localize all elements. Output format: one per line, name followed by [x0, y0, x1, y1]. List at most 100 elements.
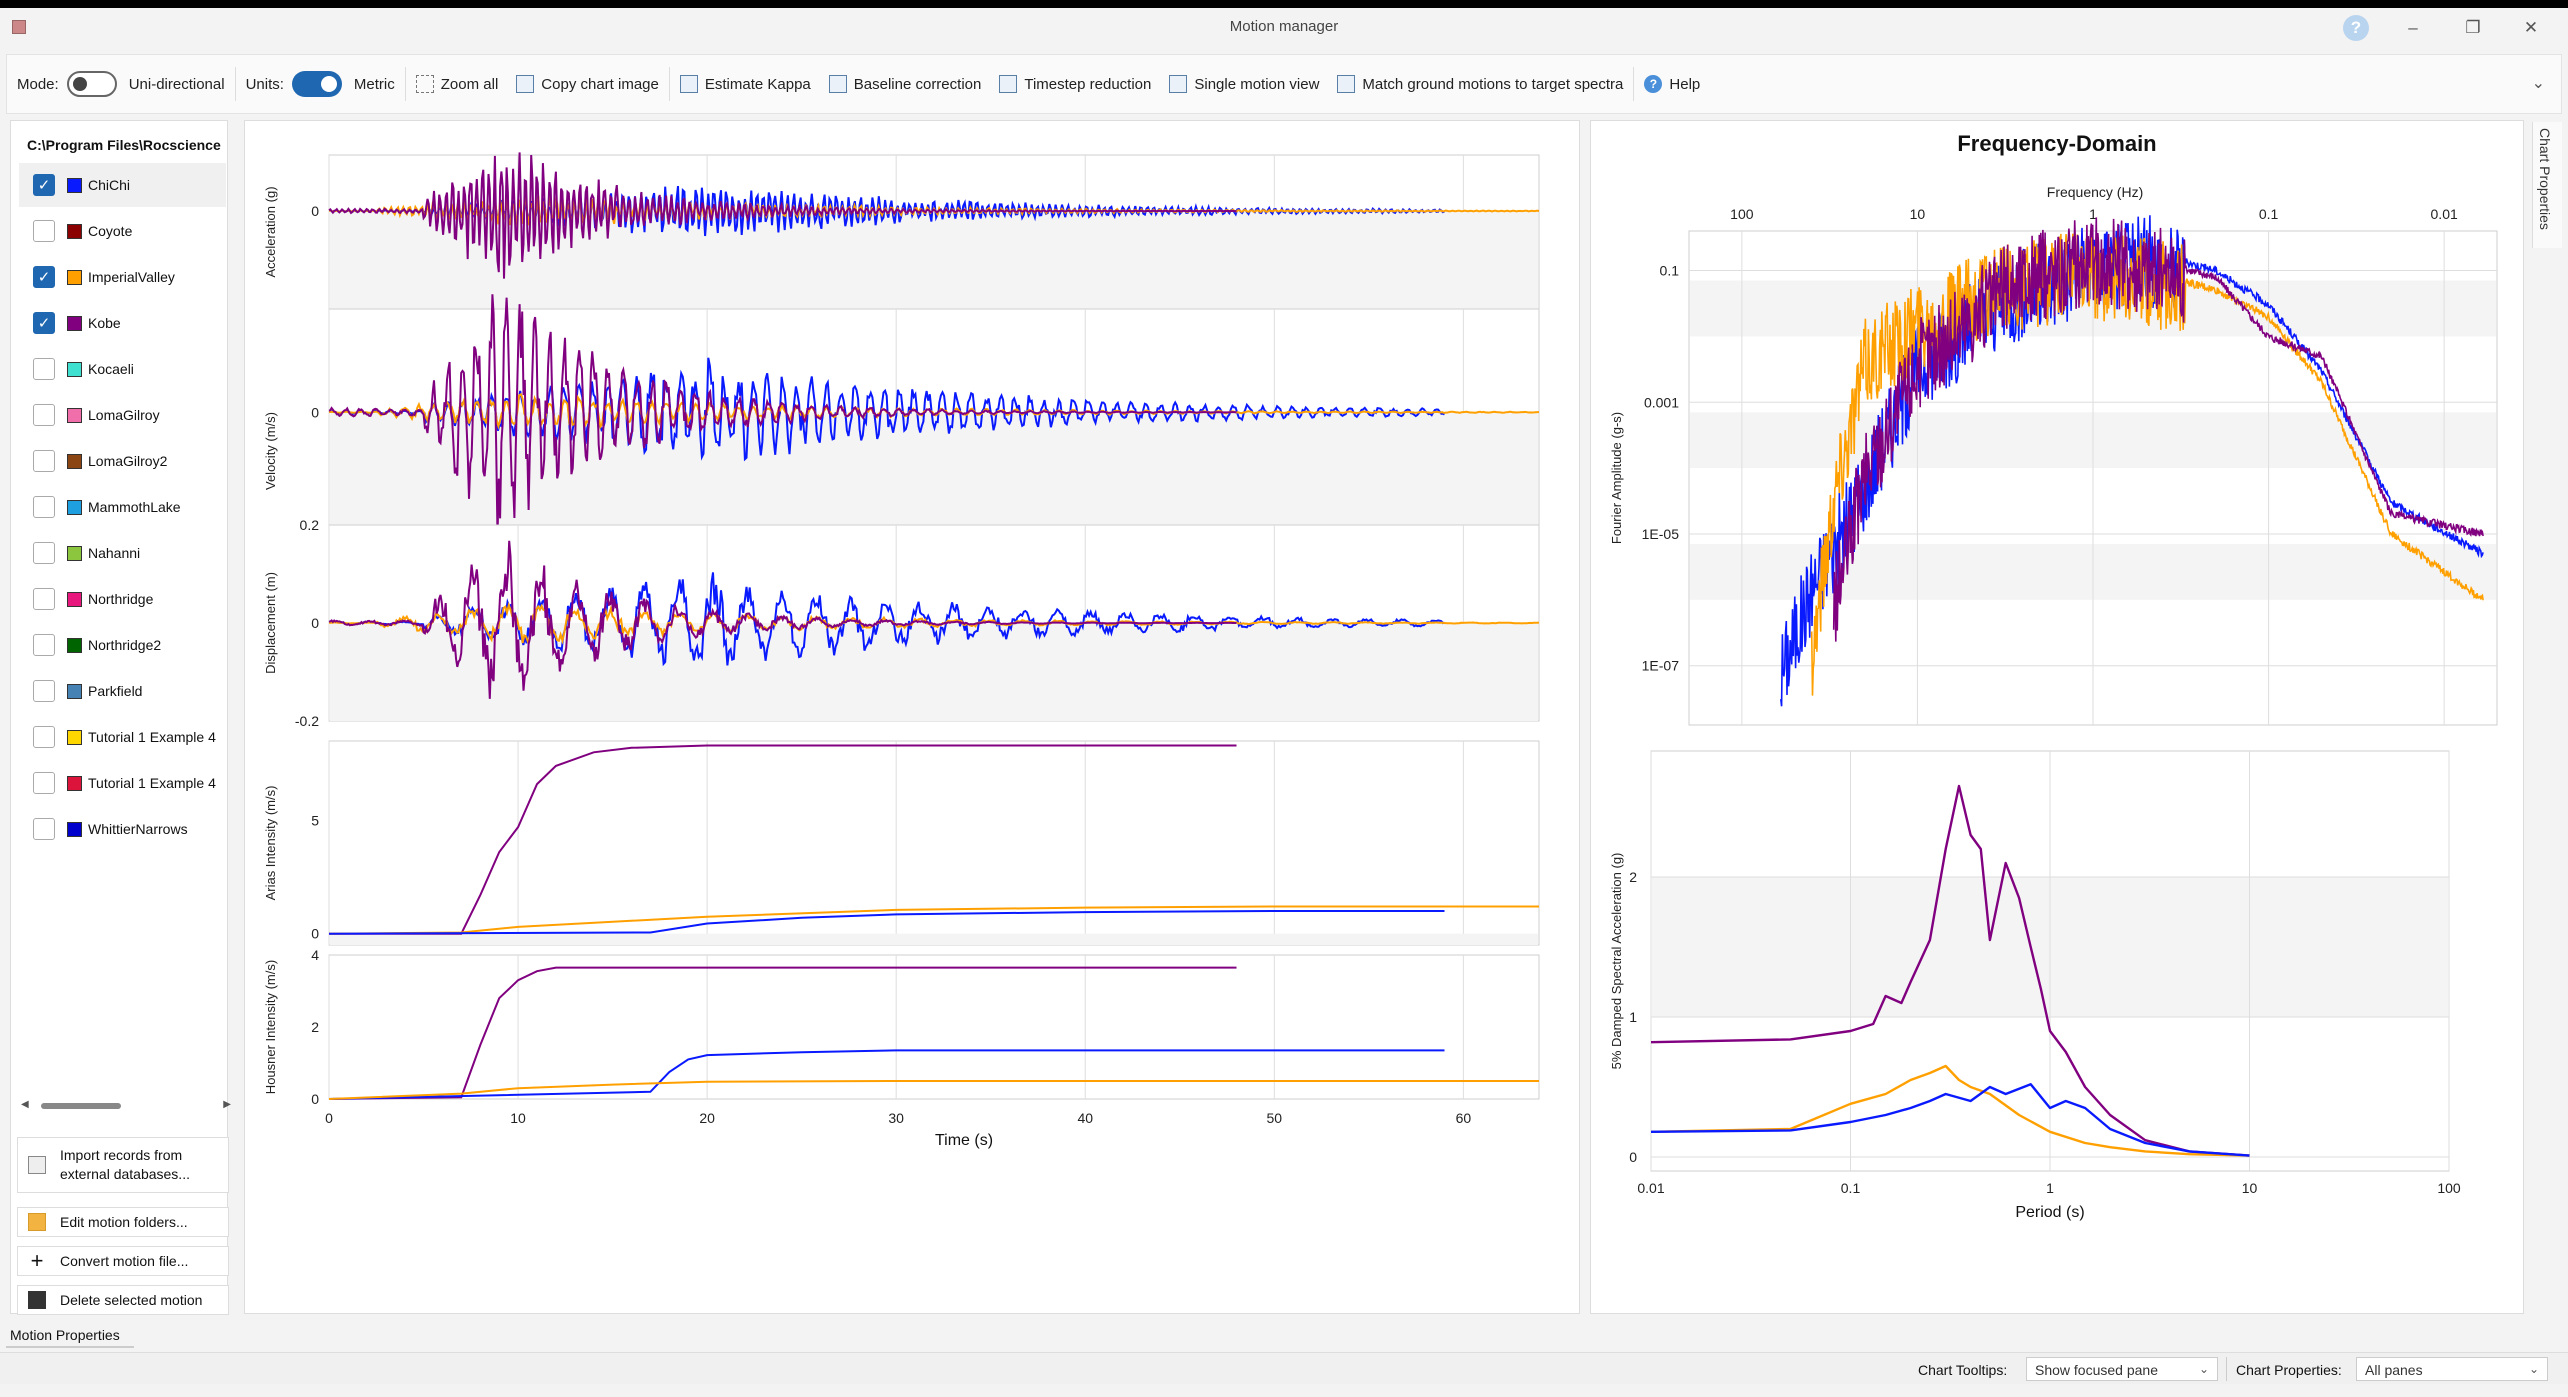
- motion-item[interactable]: Coyote: [19, 209, 226, 253]
- motion-color-swatch: [67, 637, 82, 653]
- close-button[interactable]: ✕: [2523, 18, 2539, 37]
- plot-band: [330, 623, 1538, 721]
- motion-checkbox[interactable]: [33, 726, 55, 748]
- chevron-down-icon[interactable]: ⌄: [2531, 75, 2545, 92]
- y-axis-label: Housner Intensity (m/s): [263, 960, 278, 1094]
- motion-checkbox[interactable]: [33, 680, 55, 702]
- motion-checkbox[interactable]: [33, 404, 55, 426]
- series-line-kobe: [328, 294, 1237, 537]
- motion-item[interactable]: LomaGilroy: [19, 393, 226, 437]
- motion-checkbox[interactable]: [33, 818, 55, 840]
- horizontal-scrollbar[interactable]: ◀ ▶: [21, 1099, 231, 1113]
- help-button[interactable]: ? Help: [1644, 75, 1700, 93]
- motion-item[interactable]: Northridge2: [19, 623, 226, 667]
- mode-toggle[interactable]: [66, 71, 117, 97]
- motion-checkbox[interactable]: [33, 496, 55, 518]
- x-tick-label: 0.01: [1637, 1180, 1664, 1196]
- motion-item[interactable]: Northridge: [19, 577, 226, 621]
- y-axis-label: Velocity (m/s): [263, 412, 278, 490]
- motion-checkbox[interactable]: [33, 358, 55, 380]
- plot-area: [328, 954, 1540, 1100]
- motion-properties-label: Motion Properties: [10, 1327, 120, 1343]
- motion-item[interactable]: Kocaeli: [19, 347, 226, 391]
- x-tick-label: 10: [510, 1110, 526, 1126]
- x-tick-label: 0: [325, 1110, 333, 1126]
- x-tick-label: 30: [888, 1110, 904, 1126]
- scroll-left-icon[interactable]: ◀: [21, 1099, 29, 1110]
- spectra-line-kobe: [1650, 784, 2250, 1157]
- baseline-icon: [828, 75, 847, 93]
- motion-checkbox[interactable]: [33, 542, 55, 564]
- convert-motion-button[interactable]: + Convert motion file...: [17, 1246, 229, 1276]
- motion-item[interactable]: WhittierNarrows: [19, 807, 226, 851]
- motion-item[interactable]: MammothLake: [19, 485, 226, 529]
- y-tick-label: 0: [311, 615, 319, 631]
- motion-item[interactable]: Parkfield: [19, 669, 226, 713]
- zoom-all-button[interactable]: Zoom all: [415, 75, 498, 93]
- motion-name: LomaGilroy: [88, 407, 160, 423]
- plus-icon: +: [30, 1248, 44, 1273]
- scroll-right-icon[interactable]: ▶: [223, 1099, 231, 1110]
- motion-item[interactable]: Tutorial 1 Example 4: [19, 715, 226, 759]
- minimize-button[interactable]: –: [2408, 18, 2418, 37]
- motion-name: Coyote: [88, 223, 133, 239]
- motion-item[interactable]: ✓ Kobe: [19, 301, 226, 345]
- y-axis-label: Fourier Amplitude (g-s): [1609, 412, 1624, 544]
- units-label: Units:: [245, 75, 284, 93]
- motion-checkbox[interactable]: ✓: [33, 174, 55, 196]
- y-tick-label: 0: [311, 926, 319, 942]
- y-tick-label: 0: [311, 404, 319, 420]
- motion-item[interactable]: Tutorial 1 Example 4: [19, 761, 226, 805]
- motion-checkbox[interactable]: ✓: [33, 266, 55, 288]
- toolbar-divider: [234, 67, 236, 101]
- estimate-kappa-button[interactable]: Estimate Kappa: [679, 75, 811, 93]
- motion-checkbox[interactable]: ✓: [33, 312, 55, 334]
- baseline-correction-button[interactable]: Baseline correction: [828, 75, 981, 93]
- timestep-reduction-button[interactable]: Timestep reduction: [999, 75, 1151, 93]
- copy-chart-button[interactable]: Copy chart image: [516, 75, 659, 93]
- time-domain-chart[interactable]: 0 Acceleration (g) 0 Velocity (m/s) 0.2 0 -0.2…: [245, 121, 1581, 1315]
- trash-icon: [28, 1291, 46, 1309]
- help-question-icon[interactable]: ?: [2343, 15, 2369, 41]
- motion-color-swatch: [67, 453, 82, 469]
- motion-item[interactable]: LomaGilroy2: [19, 439, 226, 483]
- delete-motion-button[interactable]: Delete selected motion: [17, 1285, 229, 1315]
- import-records-button[interactable]: Import records from external databases..…: [17, 1137, 229, 1193]
- x-tick-label: 10: [2242, 1180, 2258, 1196]
- motion-checkbox[interactable]: [33, 588, 55, 610]
- help-label: Help: [1669, 75, 1701, 93]
- motion-properties-tab[interactable]: Motion Properties: [6, 1324, 134, 1348]
- series-line-imperialvalley: [328, 905, 1539, 935]
- spectra-line-chichi: [1650, 1083, 2250, 1157]
- chart-tooltips-select[interactable]: Show focused pane ⌄: [2026, 1357, 2218, 1381]
- motion-item[interactable]: ✓ ImperialValley: [19, 255, 226, 299]
- motion-item[interactable]: ✓ ChiChi: [19, 163, 226, 207]
- window-title: Motion manager: [1229, 18, 1339, 35]
- copy-image-icon: [516, 75, 535, 93]
- spectra-line-imperialvalley: [1650, 1064, 2250, 1157]
- chart-properties-side-tab[interactable]: Chart Properties: [2532, 122, 2562, 248]
- scrollbar-thumb[interactable]: [41, 1103, 121, 1109]
- restore-button[interactable]: ❐: [2465, 18, 2481, 37]
- x-tick-label: 1: [2089, 206, 2097, 222]
- motion-checkbox[interactable]: [33, 634, 55, 656]
- chart-properties-select[interactable]: All panes ⌄: [2356, 1357, 2548, 1381]
- motion-checkbox[interactable]: [33, 772, 55, 794]
- match-label: Match ground motions to target spectra: [1362, 75, 1624, 93]
- y-axis-label: Arias Intensity (m/s): [263, 786, 278, 901]
- status-divider: [2226, 1357, 2227, 1381]
- motion-checkbox[interactable]: [33, 220, 55, 242]
- motion-name: Tutorial 1 Example 4: [88, 729, 216, 745]
- motion-color-swatch: [67, 775, 82, 791]
- status-bar: Chart Tooltips: Show focused pane ⌄ Chart…: [0, 1352, 2568, 1384]
- edit-folders-button[interactable]: Edit motion folders...: [17, 1207, 229, 1237]
- series-line-imperialvalley: [328, 1080, 1539, 1100]
- motion-checkbox[interactable]: [33, 450, 55, 472]
- motion-color-swatch: [67, 361, 82, 377]
- motion-item[interactable]: Nahanni: [19, 531, 226, 575]
- single-motion-view-button[interactable]: Single motion view: [1169, 75, 1319, 93]
- match-spectra-button[interactable]: Match ground motions to target spectra: [1337, 75, 1623, 93]
- motion-manager-window: Motion manager ? – ❐ ✕ Mode: Uni-directi…: [0, 8, 2568, 1397]
- units-toggle[interactable]: [291, 71, 342, 97]
